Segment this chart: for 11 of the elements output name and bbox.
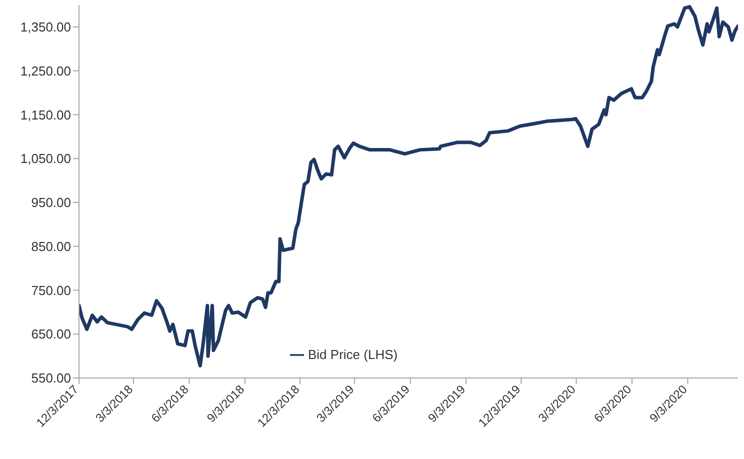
y-tick-label: 950.00	[31, 195, 71, 210]
y-tick-label: 1,050.00	[20, 151, 71, 166]
line-series	[79, 5, 738, 368]
y-tick-label: 1,150.00	[20, 107, 71, 122]
y-tick-label: 550.00	[31, 370, 71, 386]
y-tick-label: 1,350.00	[20, 20, 71, 35]
y-tick-label: 750.00	[31, 282, 71, 298]
y-tick-label: 650.00	[31, 326, 71, 342]
y-tick-label: 1,250.00	[20, 63, 71, 78]
y-tick-label: 850.00	[31, 238, 71, 254]
legend-label: Bid Price (LHS)	[308, 347, 398, 362]
